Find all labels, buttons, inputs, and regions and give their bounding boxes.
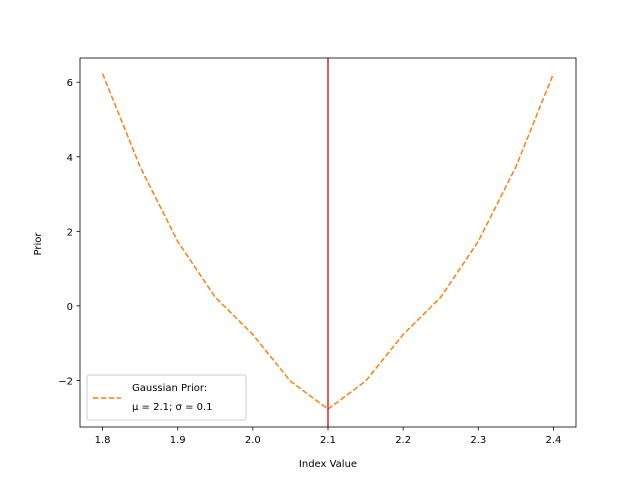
plot-area <box>101 58 555 427</box>
x-tick-label: 1.9 <box>170 435 186 446</box>
x-axis-label: Index Value <box>299 459 357 470</box>
legend-entry-line1: Gaussian Prior: <box>132 383 207 394</box>
x-tick-label: 2.3 <box>470 435 486 446</box>
y-tick-label: −2 <box>58 376 73 387</box>
x-tick-label: 2.4 <box>546 435 562 446</box>
y-tick-label: 4 <box>67 153 73 164</box>
legend: Gaussian Prior: μ = 2.1; σ = 0.1 <box>86 374 247 421</box>
legend-entry-line2: μ = 2.1; σ = 0.1 <box>132 402 213 413</box>
axes: 1.8 1.9 2.0 2.1 2.2 2.3 2.4 −2 0 2 4 6 <box>58 57 577 446</box>
x-tick-label: 2.2 <box>395 435 411 446</box>
x-tick-label: 2.1 <box>320 435 336 446</box>
x-tick-label: 2.0 <box>245 435 261 446</box>
y-tick-label: 0 <box>67 302 73 313</box>
y-axis-label: Prior <box>33 232 44 256</box>
y-tick-label: 6 <box>67 78 73 89</box>
legend-box <box>86 374 247 421</box>
x-tick-label: 1.8 <box>95 435 111 446</box>
y-tick-label: 2 <box>67 227 73 238</box>
